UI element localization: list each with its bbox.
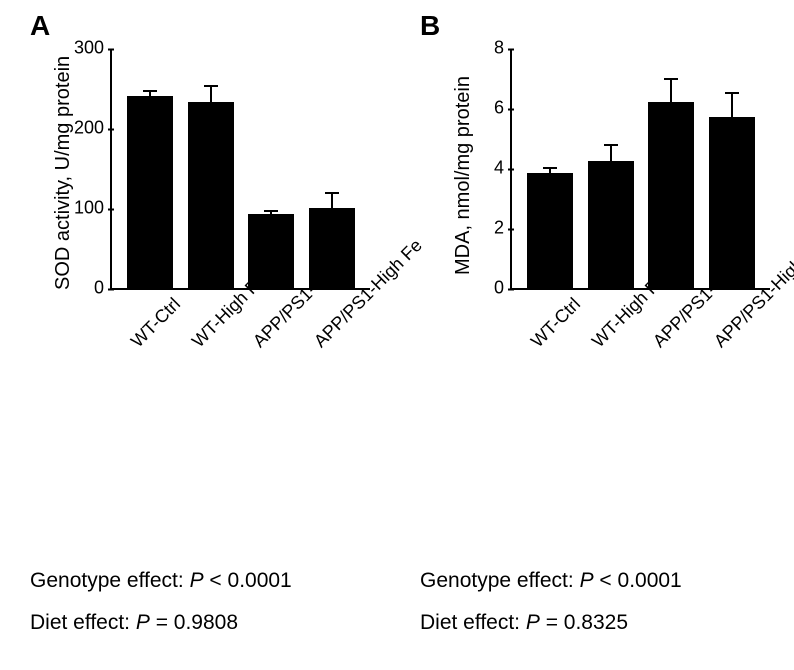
x-label: WT-High Fe [188, 294, 246, 352]
panel-b-label: B [420, 10, 440, 42]
error-bar [331, 192, 333, 208]
bar-app-ps1-ctrl [641, 102, 702, 288]
y-tick: 2 [494, 218, 512, 239]
panel-b-ylabel: MDA, nmol/mg protein [452, 76, 475, 275]
bar [527, 173, 573, 289]
x-label: WT-Ctrl [527, 294, 585, 352]
x-label: WT-Ctrl [127, 294, 185, 352]
error-bar [210, 85, 212, 103]
bar-wt-ctrl [120, 96, 181, 288]
bar [588, 161, 634, 289]
bar-wt-high-fe [581, 161, 642, 289]
x-label: APP/PS1-High Fe [710, 294, 768, 352]
panel-b-chart: MDA, nmol/mg protein 02468 WT-CtrlWT-Hig… [510, 50, 770, 290]
error-bar [549, 167, 551, 172]
panel-a-label: A [30, 10, 50, 42]
panel-b-bars [512, 50, 770, 288]
panel-a-plot: 0100200300 [110, 50, 370, 290]
panel-b-diet-effect: Diet effect: P = 0.8325 [420, 602, 682, 644]
error-bar [149, 90, 151, 96]
x-label: APP/PS1-High Fe [310, 294, 368, 352]
y-tick: 6 [494, 98, 512, 119]
y-tick: 200 [74, 118, 112, 139]
y-tick: 300 [74, 38, 112, 59]
panel-a-genotype-effect: Genotype effect: P < 0.0001 [30, 560, 292, 602]
panel-a-bars [112, 50, 370, 288]
bar [188, 102, 234, 288]
panel-b-genotype-effect: Genotype effect: P < 0.0001 [420, 560, 682, 602]
bar-app-ps1-high-fe [702, 117, 763, 288]
panel-a-stats: Genotype effect: P < 0.0001 Diet effect:… [30, 560, 292, 644]
error-bar [731, 92, 733, 118]
y-tick: 100 [74, 198, 112, 219]
panel-a-ylabel: SOD activity, U/mg protein [52, 56, 75, 290]
error-bar [670, 78, 672, 102]
y-tick: 4 [494, 158, 512, 179]
panel-a-chart: SOD activity, U/mg protein 0100200300 WT… [110, 50, 370, 290]
panel-a-diet-effect: Diet effect: P = 0.9808 [30, 602, 292, 644]
panel-b-stats: Genotype effect: P < 0.0001 Diet effect:… [420, 560, 682, 644]
bar-wt-ctrl [520, 173, 581, 289]
panel-b-xlabels: WT-CtrlWT-High FeAPP/PS1-CtrlAPP/PS1-Hig… [510, 290, 770, 311]
x-label: WT-High Fe [588, 294, 646, 352]
panel-b-plot: 02468 [510, 50, 770, 290]
error-bar [270, 210, 272, 215]
error-bar [610, 144, 612, 161]
bar [648, 102, 694, 288]
y-tick: 8 [494, 38, 512, 59]
bar [127, 96, 173, 288]
x-label: APP/PS1-Ctrl [649, 294, 707, 352]
x-label: APP/PS1-Ctrl [249, 294, 307, 352]
panel-a-xlabels: WT-CtrlWT-High FeAPP/PS1-CtrlAPP/PS1-Hig… [110, 290, 370, 311]
bar-wt-high-fe [181, 102, 242, 288]
bar [709, 117, 755, 288]
